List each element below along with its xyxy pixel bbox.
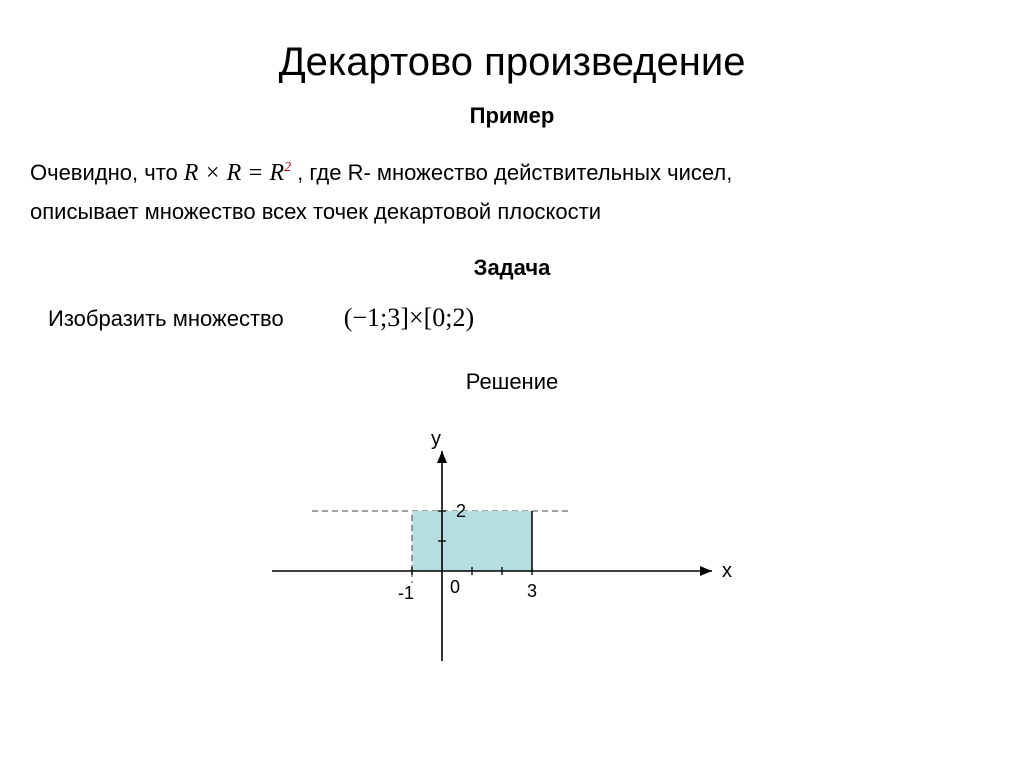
svg-text:y: y xyxy=(431,428,441,450)
line1-post: , где R- множество действительных чисел, xyxy=(297,158,732,188)
formula-RxR: R × R = R2 xyxy=(184,157,291,189)
svg-text:0: 0 xyxy=(450,577,460,597)
formula-base: R × R = R xyxy=(184,160,284,186)
task-text: Изобразить множество xyxy=(48,306,284,332)
svg-text:2: 2 xyxy=(456,501,466,521)
svg-text:-1: -1 xyxy=(398,583,414,603)
page-title: Декартово произведение xyxy=(20,40,1004,85)
task-row: Изобразить множество (−1;3]×[0;2) xyxy=(48,303,1004,333)
formula-sup: 2 xyxy=(284,160,291,175)
svg-text:3: 3 xyxy=(527,581,537,601)
example-heading: Пример xyxy=(20,103,1004,129)
line1-pre: Очевидно, что xyxy=(30,158,178,188)
solution-heading: Решение xyxy=(20,369,1004,395)
interval-expression: (−1;3]×[0;2) xyxy=(344,303,474,333)
task-heading: Задача xyxy=(20,255,1004,281)
example-line-1: Очевидно, что R × R = R2 , где R- множес… xyxy=(30,157,994,189)
example-line-2: описывает множество всех точек декартово… xyxy=(30,197,994,227)
cartesian-chart: 0 -1 3 2 x y xyxy=(252,401,772,671)
svg-text:x: x xyxy=(722,560,732,582)
